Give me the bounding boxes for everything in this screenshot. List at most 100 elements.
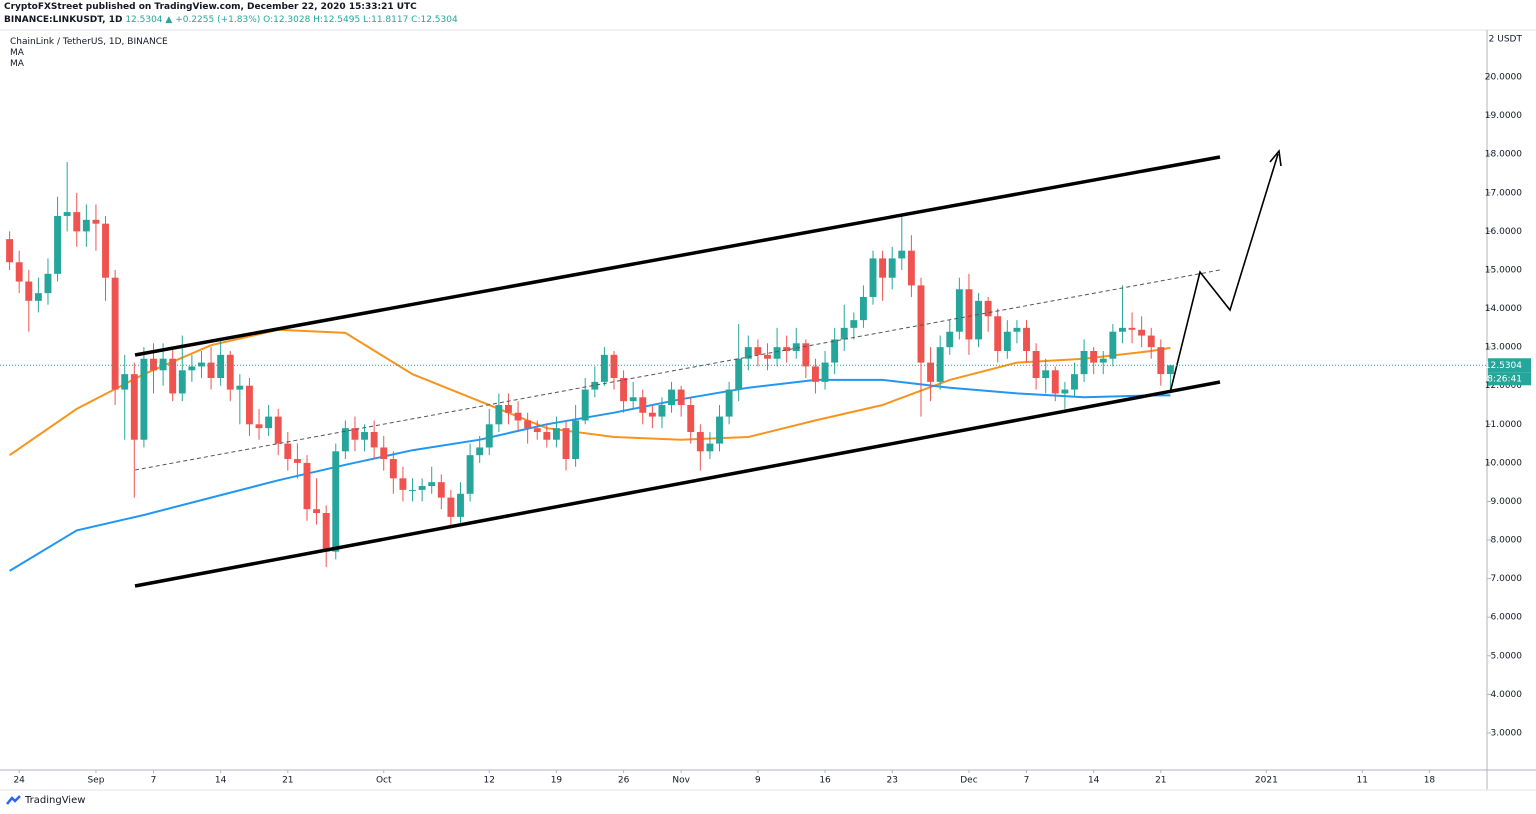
countdown-box [1488, 372, 1531, 386]
candle [533, 420, 541, 440]
candle-body [562, 428, 570, 460]
candle [514, 401, 522, 433]
candle [744, 335, 752, 371]
candle-body [658, 405, 666, 417]
x-tick-label: 7 [1024, 776, 1030, 786]
candle [524, 412, 532, 444]
candle [476, 435, 484, 463]
candle-body [696, 432, 704, 452]
candle [735, 323, 743, 402]
projection-arrow [1169, 153, 1279, 394]
x-tick-label: Dec [960, 776, 977, 786]
candle [1071, 362, 1078, 398]
candle-body [447, 497, 455, 517]
candle-body [485, 424, 493, 448]
candle-body [744, 347, 752, 359]
candle [716, 405, 723, 452]
candle [783, 335, 791, 363]
candle [1051, 366, 1059, 402]
y-tick-label: 11.0000 [1485, 420, 1522, 430]
candle-body [1032, 351, 1040, 379]
candle-body [859, 296, 867, 321]
candle [198, 351, 205, 379]
candle-body [773, 347, 781, 359]
candle-body [44, 273, 52, 294]
x-tick-label: Sep [87, 776, 104, 786]
candle-body [927, 362, 935, 382]
candle [936, 335, 944, 390]
candle-body [524, 420, 532, 429]
candle [322, 505, 330, 568]
candle-body [898, 250, 906, 259]
candle [907, 235, 915, 297]
candle [1138, 316, 1146, 348]
candle-body [831, 339, 839, 363]
candle [879, 250, 887, 301]
logo [6, 795, 21, 805]
candle-body [245, 385, 253, 425]
candle [917, 277, 925, 417]
candle [54, 196, 62, 282]
candle-body [514, 412, 522, 421]
change-arrow: ▲ [165, 15, 173, 25]
candle [1023, 320, 1030, 363]
candle-body [706, 443, 714, 452]
candle [572, 405, 580, 467]
candle [313, 478, 321, 525]
candle [668, 381, 676, 413]
candle [447, 489, 455, 529]
candle-body [476, 447, 484, 456]
candle-body [620, 378, 628, 402]
candle-body [1099, 358, 1107, 363]
candle-body [255, 424, 263, 429]
candle-body [73, 212, 81, 232]
candle [581, 378, 589, 425]
candle [562, 420, 570, 471]
candle [428, 466, 436, 494]
candle-body [428, 482, 436, 487]
candle-body [389, 459, 397, 479]
candle-body [198, 362, 205, 367]
candle [552, 416, 560, 448]
candle-body [1042, 370, 1050, 379]
x-tick-label: 18 [1424, 776, 1436, 786]
candle [850, 312, 858, 340]
x-tick-label: 24 [13, 776, 25, 786]
candle [706, 432, 714, 460]
ohlc: O:12.3028 H:12.5495 L:11.8117 C:12.5304 [263, 15, 458, 25]
candle-body [936, 347, 944, 382]
candle [955, 277, 963, 340]
symbol: BINANCE:LINKUSDT, 1D [4, 15, 123, 25]
candle [946, 320, 954, 355]
candle-body [955, 289, 963, 332]
y-tick-label: 8.0000 [1491, 536, 1523, 546]
candle-body [274, 416, 282, 444]
last-price-box [1488, 358, 1531, 373]
candle [293, 443, 301, 479]
legend-ma: MA [10, 59, 24, 69]
candle-body [399, 478, 407, 490]
y-tick-label: 12.0000 [1485, 381, 1522, 391]
candle-body [217, 354, 225, 379]
candle-body [1166, 365, 1174, 375]
candle [1042, 358, 1050, 394]
candle-body [1061, 389, 1069, 394]
candle-body [303, 462, 311, 510]
candle [994, 308, 1002, 363]
candle [591, 366, 599, 398]
candle-body [351, 428, 359, 440]
candle [236, 374, 244, 425]
x-tick-label: 11 [1357, 776, 1368, 786]
candle-body [495, 405, 503, 425]
x-tick-label: Oct [376, 776, 392, 786]
candle [1061, 381, 1069, 409]
candle [898, 215, 906, 270]
candle-body [1157, 347, 1165, 375]
candle-body [140, 358, 148, 440]
candle-body [648, 412, 656, 417]
candle [687, 397, 695, 444]
candle-body [361, 432, 369, 440]
candle-body [716, 416, 723, 444]
published: CryptoFXStreet published on TradingView.… [4, 2, 417, 12]
candle [610, 351, 618, 390]
